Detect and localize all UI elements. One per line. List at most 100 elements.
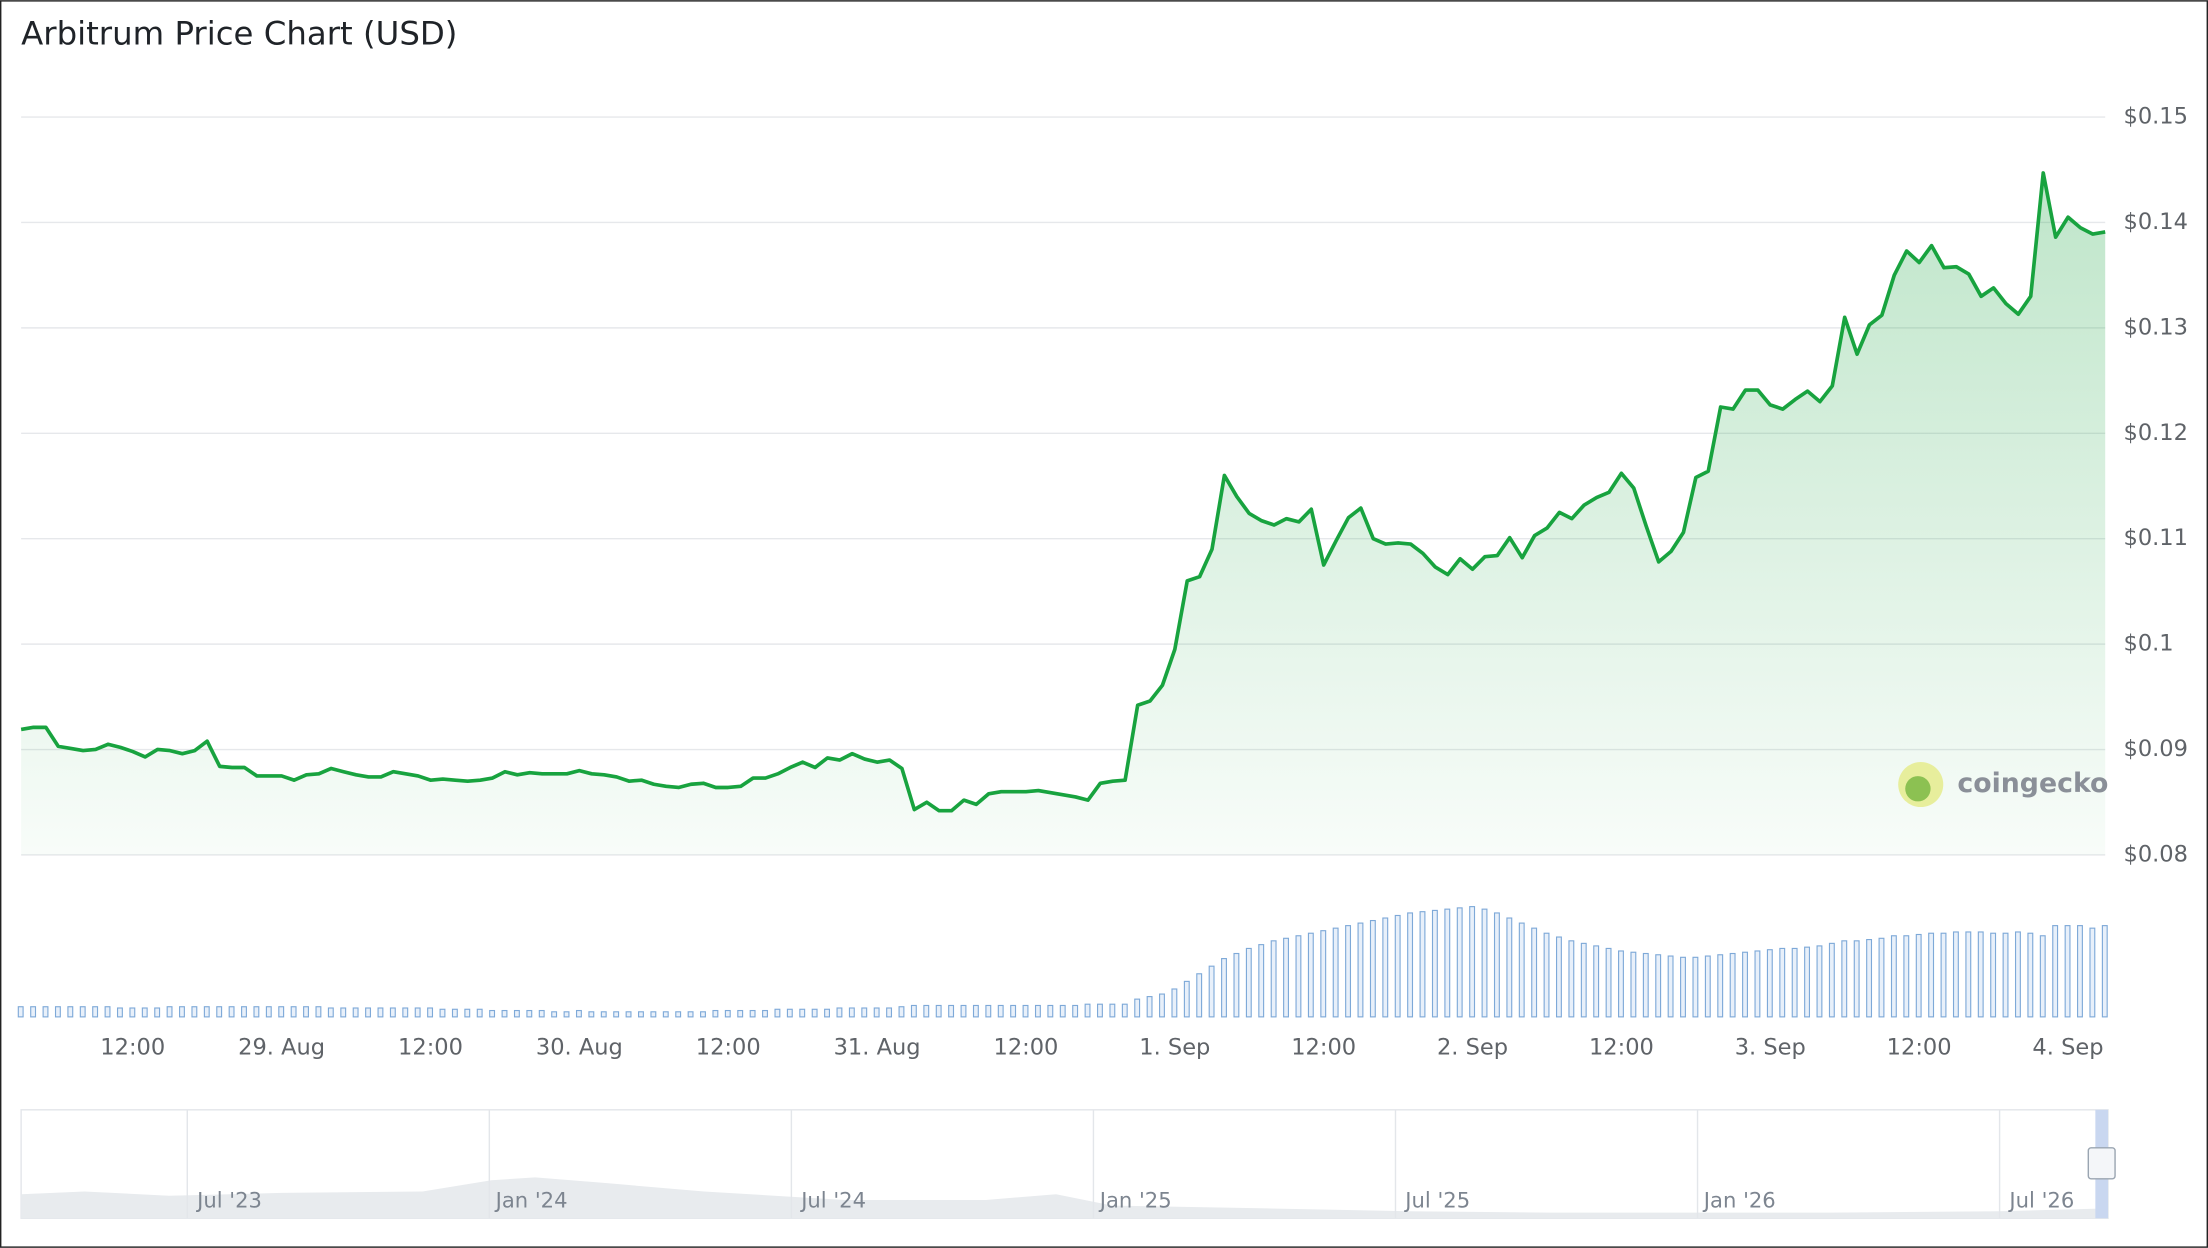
volume-bar (1258, 944, 1265, 1018)
y-tick-label: $0.12 (2124, 420, 2188, 446)
volume-bar (575, 1009, 582, 1018)
volume-bar (1580, 942, 1587, 1018)
volume-bar (290, 1006, 297, 1018)
navigator-label: Jan '25 (1098, 1187, 1172, 1212)
volume-bar (1543, 932, 1550, 1018)
volume-bar (1010, 1004, 1017, 1018)
volume-bar (365, 1007, 372, 1018)
volume-bar (749, 1009, 756, 1018)
navigator-label: Jan '26 (1702, 1187, 1776, 1212)
volume-bar (1481, 908, 1488, 1018)
volume-bar (712, 1009, 719, 1018)
volume-bar (1890, 935, 1897, 1018)
volume-bar (997, 1004, 1004, 1018)
y-tick-label: $0.14 (2124, 209, 2188, 235)
volume-bar (1233, 952, 1240, 1018)
volume-bar (1134, 998, 1141, 1018)
volume-bar (886, 1007, 893, 1018)
volume-bar (476, 1008, 483, 1018)
volume-bar (464, 1008, 471, 1018)
volume-bar (910, 1004, 917, 1018)
volume-bar (848, 1007, 855, 1018)
price-line (20, 171, 2106, 813)
volume-bar (1295, 935, 1302, 1018)
volume-bar (1940, 932, 1947, 1018)
volume-bar (2027, 932, 2034, 1018)
volume-bar (228, 1006, 235, 1018)
volume-bar (141, 1007, 148, 1018)
volume-bar (836, 1007, 843, 1018)
volume-bar (1034, 1004, 1041, 1018)
volume-bar (762, 1009, 768, 1018)
volume-bar (1804, 946, 1811, 1018)
y-tick-label: $0.13 (2124, 314, 2188, 340)
navigator-label: Jul '26 (2007, 1187, 2074, 1212)
volume-bar (1593, 945, 1600, 1018)
watermark-logo-inner (1905, 776, 1931, 802)
volume-bar (1493, 912, 1500, 1018)
volume-bar (1196, 973, 1203, 1018)
volume-bar (1977, 931, 1984, 1018)
volume-bar (1990, 932, 1997, 1018)
volume-bar (1444, 908, 1451, 1018)
volume-bar (898, 1006, 905, 1018)
volume-bar (1952, 931, 1959, 1018)
volume-bar (1072, 1004, 1079, 1018)
x-tick-label: 2. Sep (1437, 1034, 1508, 1060)
volume-bar (1469, 906, 1476, 1018)
volume-bar (1531, 927, 1538, 1018)
volume-bar (241, 1006, 247, 1018)
volume-bar (1506, 917, 1513, 1018)
volume-bar (2002, 932, 2009, 1018)
volume-bar (1853, 940, 1860, 1018)
navigator-label: Jul '23 (195, 1187, 262, 1212)
chart-title: Arbitrum Price Chart (USD) (21, 14, 457, 52)
volume-bar (402, 1007, 409, 1018)
volume-bar (1754, 950, 1761, 1018)
volume-bar (1320, 930, 1327, 1018)
volume-bar (1518, 922, 1525, 1018)
volume-bar (30, 1006, 37, 1018)
volume-bar (1307, 932, 1314, 1018)
volume-bar (166, 1006, 173, 1018)
volume-bar (1704, 955, 1711, 1018)
volume-bar (1419, 911, 1426, 1018)
volume-bar (1245, 947, 1252, 1018)
volume-bar (216, 1006, 223, 1018)
volume-bar (811, 1008, 818, 1018)
volume-bar (1270, 940, 1277, 1018)
x-tick-label: 1. Sep (1139, 1034, 1210, 1060)
y-tick-label: $0.08 (2124, 841, 2188, 867)
navigator-area (21, 1177, 2109, 1219)
y-tick-label: $0.1 (2124, 631, 2174, 657)
volume-bar (1345, 925, 1352, 1018)
volume-bar (278, 1006, 285, 1018)
volume-bar (1680, 956, 1686, 1018)
volume-bar (1047, 1004, 1054, 1018)
volume-bar (92, 1006, 99, 1018)
volume-bar (303, 1006, 309, 1018)
x-tick-label: 12:00 (398, 1034, 463, 1060)
volume-bar (625, 1011, 632, 1018)
volume-bar (1928, 932, 1935, 1018)
volume-bar (588, 1011, 595, 1018)
volume-bar (1357, 922, 1364, 1018)
volume-bar (2014, 931, 2021, 1018)
volume-bar (985, 1004, 992, 1018)
watermark-text: coingecko (1957, 768, 2108, 799)
volume-bar (786, 1008, 793, 1018)
volume-bar (17, 1006, 24, 1018)
x-tick-label: 12:00 (994, 1034, 1059, 1060)
volume-bar (1667, 955, 1674, 1018)
volume-bar (1369, 919, 1376, 1018)
volume-bar (253, 1006, 260, 1018)
volume-bar (179, 1006, 185, 1018)
volume-bar (675, 1011, 682, 1018)
volume-bar (79, 1006, 86, 1018)
navigator-handle[interactable] (2087, 1147, 2116, 1180)
volume-bar (1059, 1004, 1066, 1018)
navigator-label: Jul '25 (1403, 1187, 1470, 1212)
y-tick-label: $0.09 (2124, 736, 2188, 762)
volume-bar (116, 1007, 123, 1018)
